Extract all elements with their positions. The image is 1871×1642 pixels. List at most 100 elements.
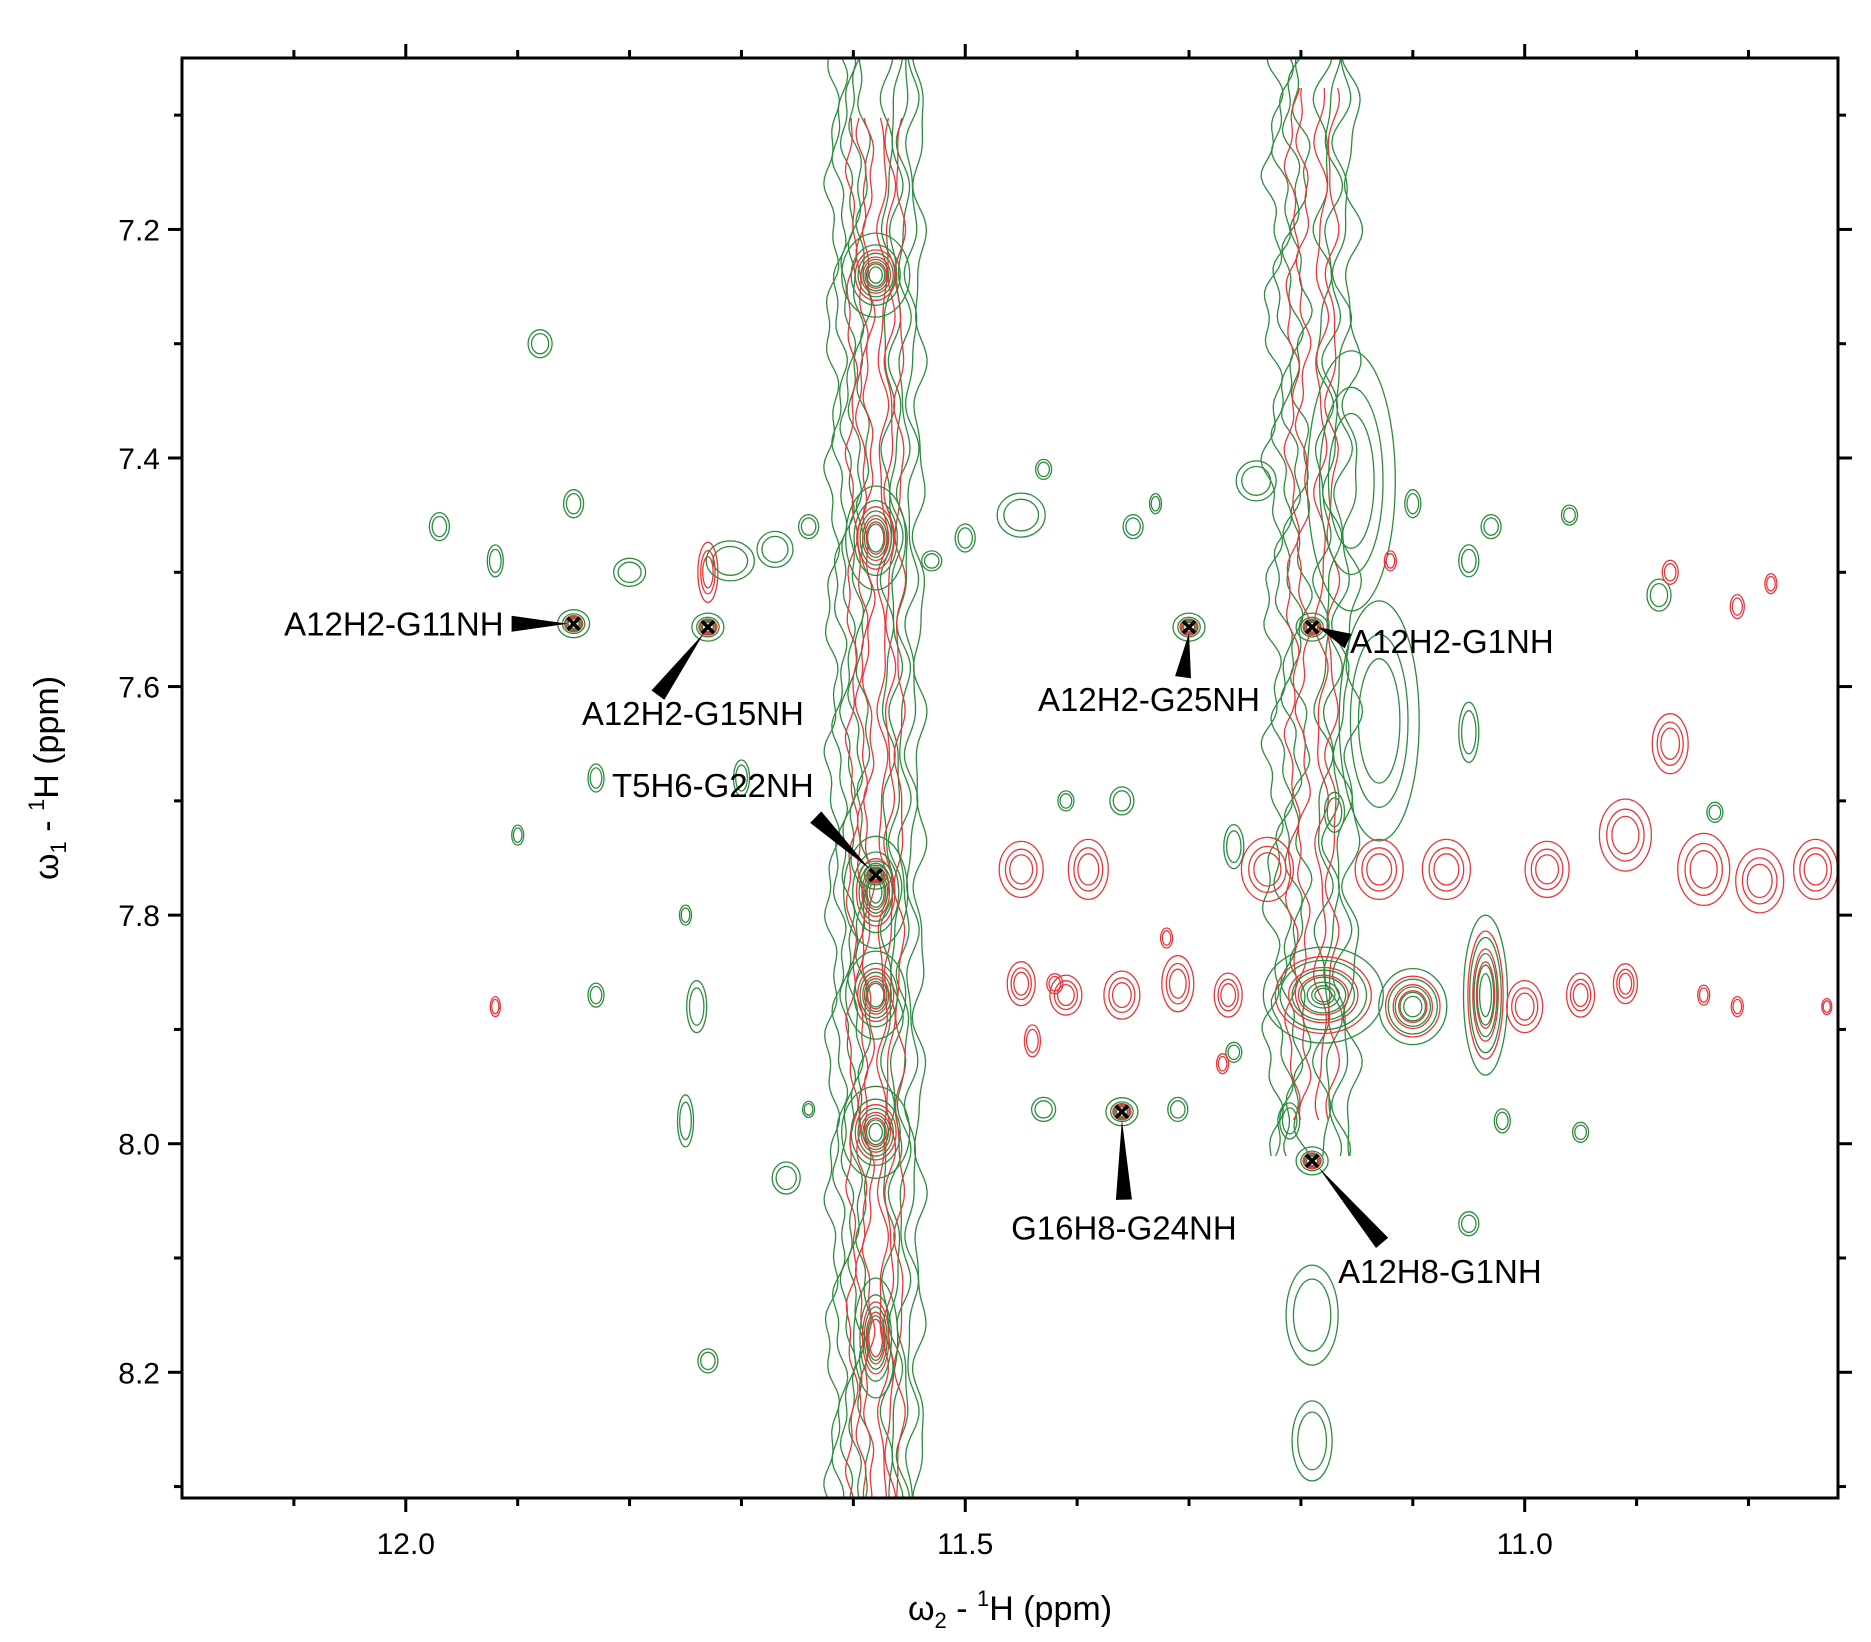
contour-152 bbox=[1168, 968, 1187, 999]
contour-241 bbox=[1125, 517, 1141, 536]
contour-289 bbox=[1281, 1107, 1298, 1135]
contour-228 bbox=[756, 530, 794, 569]
contour-36 bbox=[863, 870, 889, 914]
contour-288 bbox=[1279, 1102, 1301, 1140]
contour-259 bbox=[1225, 830, 1242, 864]
peak-label-1: A12H2-G15NH bbox=[582, 695, 804, 732]
contour-149 bbox=[1111, 982, 1132, 1009]
peak-marker-2 bbox=[868, 867, 883, 883]
peak-annotations: A12H2-G11NH A12H2-G15NH T5H6-G22NH A12H2-G2… bbox=[284, 606, 1554, 1290]
contour-185 bbox=[867, 867, 885, 883]
contour-102 bbox=[1433, 853, 1460, 886]
contour-212 bbox=[1305, 1154, 1320, 1168]
contour-196 bbox=[1300, 616, 1324, 638]
contour-198 bbox=[1305, 621, 1319, 633]
contour-315 bbox=[1698, 987, 1709, 1003]
contour-203 bbox=[1113, 1104, 1131, 1120]
contour-125 bbox=[1306, 981, 1341, 1009]
contour-182 bbox=[700, 620, 715, 634]
contour-250 bbox=[1560, 504, 1579, 526]
contour-127 bbox=[1314, 987, 1333, 1003]
contour-117 bbox=[1803, 853, 1828, 886]
contour-298 bbox=[1458, 701, 1480, 763]
contour-162 bbox=[1506, 979, 1544, 1034]
contour-15 bbox=[876, 117, 890, 1498]
contour-35 bbox=[858, 862, 893, 922]
peak-pointer-0 bbox=[511, 615, 568, 632]
contour-302 bbox=[489, 995, 501, 1018]
contour-93 bbox=[1077, 853, 1100, 886]
contour-157 bbox=[1053, 980, 1079, 1011]
contour-58 bbox=[864, 1117, 887, 1148]
contour-223 bbox=[488, 548, 502, 574]
contour-165 bbox=[1565, 972, 1596, 1018]
peak-marker-5 bbox=[1114, 1104, 1130, 1119]
contour-140 bbox=[1469, 936, 1502, 1054]
contour-278 bbox=[1167, 1096, 1189, 1123]
contour-166 bbox=[1569, 978, 1592, 1012]
contour-124 bbox=[1300, 976, 1347, 1014]
contour-97 bbox=[1354, 838, 1404, 901]
contour-215 bbox=[702, 556, 714, 589]
contour-141 bbox=[1473, 952, 1498, 1038]
contour-290 bbox=[587, 982, 605, 1008]
contour-236 bbox=[1034, 458, 1053, 481]
contour-90 bbox=[1009, 854, 1034, 885]
contour-320 bbox=[1046, 973, 1064, 995]
contour-69 bbox=[1331, 58, 1354, 1157]
contour-169 bbox=[1616, 968, 1635, 999]
peak-pointer-5 bbox=[1115, 1119, 1132, 1200]
contour-62 bbox=[866, 1314, 885, 1362]
contour-263 bbox=[735, 764, 748, 792]
contour-309 bbox=[1765, 575, 1776, 592]
contour-310 bbox=[1383, 550, 1398, 572]
contour-24 bbox=[864, 261, 887, 289]
contour-57 bbox=[860, 1111, 892, 1153]
contour-163 bbox=[1511, 987, 1539, 1026]
contour-17 bbox=[850, 244, 901, 306]
contour-246 bbox=[1458, 544, 1480, 578]
contour-244 bbox=[1404, 489, 1422, 519]
contour-89 bbox=[1004, 848, 1038, 891]
contour-178 bbox=[696, 616, 720, 638]
contour-271 bbox=[679, 1101, 692, 1141]
contour-207 bbox=[1295, 1146, 1329, 1176]
contour-317 bbox=[1732, 998, 1743, 1015]
contour-131 bbox=[1378, 967, 1448, 1046]
contour-217 bbox=[530, 332, 550, 355]
contour-21 bbox=[868, 266, 883, 284]
contour-321 bbox=[1048, 975, 1062, 992]
contour-304 bbox=[1661, 559, 1679, 585]
contour-273 bbox=[688, 987, 705, 1026]
contour-285 bbox=[1574, 1124, 1588, 1141]
contour-145 bbox=[1472, 948, 1499, 1042]
contour-188 bbox=[868, 868, 883, 882]
contour-293 bbox=[512, 827, 523, 843]
peak-pointer-6 bbox=[1318, 1166, 1389, 1248]
contour-14 bbox=[861, 117, 876, 1498]
contour-158 bbox=[1056, 984, 1075, 1007]
contour-266 bbox=[771, 1161, 801, 1195]
contour-267 bbox=[775, 1165, 797, 1191]
contour-9 bbox=[879, 58, 896, 1498]
contour-181 bbox=[698, 618, 718, 636]
contour-104 bbox=[1530, 848, 1564, 891]
contour-325 bbox=[1217, 1055, 1228, 1072]
peak-marker-3 bbox=[1181, 619, 1197, 635]
contour-3 bbox=[903, 58, 920, 1498]
contour-11 bbox=[893, 117, 907, 1498]
contour-258 bbox=[1223, 823, 1245, 870]
contour-98 bbox=[1361, 847, 1398, 892]
contour-116 bbox=[1799, 847, 1833, 892]
contour-257 bbox=[1112, 790, 1132, 812]
y-tick-label-2: 7.6 bbox=[118, 672, 160, 705]
contour-82 bbox=[1306, 350, 1396, 612]
y-tick-label-0: 7.2 bbox=[118, 214, 160, 247]
contour-44 bbox=[859, 971, 892, 1019]
contour-287 bbox=[1227, 1044, 1241, 1061]
contour-1 bbox=[911, 58, 928, 1498]
contour-61 bbox=[863, 1306, 888, 1370]
contour-253 bbox=[1649, 582, 1669, 608]
contour-226 bbox=[705, 540, 755, 582]
